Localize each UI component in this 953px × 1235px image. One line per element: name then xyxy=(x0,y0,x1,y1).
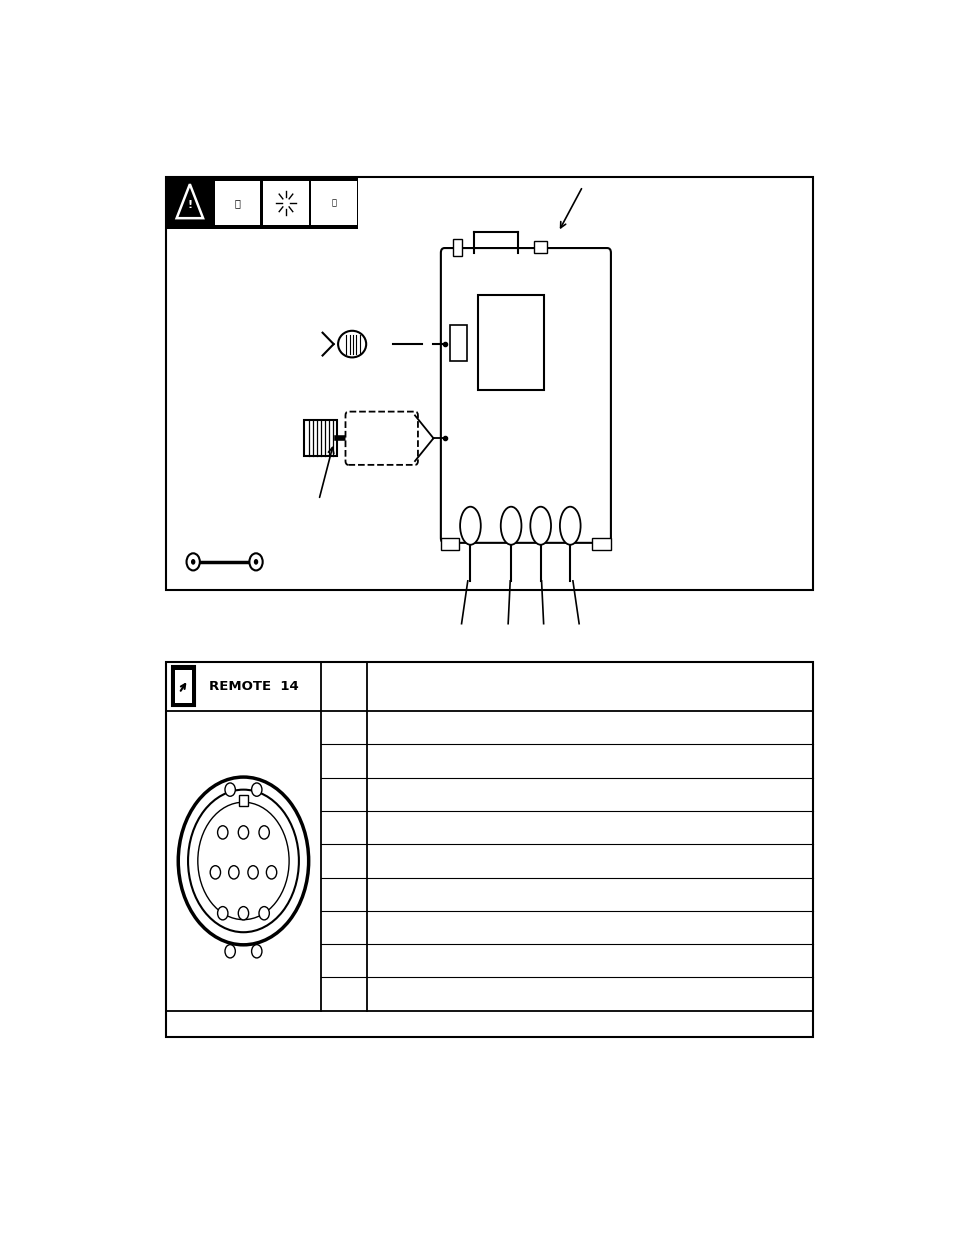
Circle shape xyxy=(188,789,298,932)
Bar xyxy=(239,794,248,806)
Bar xyxy=(304,420,337,456)
Text: 🐕: 🐕 xyxy=(332,199,336,207)
Bar xyxy=(166,177,357,228)
Bar xyxy=(311,180,356,225)
Ellipse shape xyxy=(530,506,551,545)
Circle shape xyxy=(229,866,239,879)
Bar xyxy=(174,671,193,703)
Ellipse shape xyxy=(459,506,480,545)
Bar xyxy=(592,538,610,550)
Bar xyxy=(477,295,544,390)
Circle shape xyxy=(252,783,262,797)
Text: !: ! xyxy=(187,200,193,210)
Circle shape xyxy=(266,866,276,879)
Bar xyxy=(453,238,461,256)
Circle shape xyxy=(258,826,269,839)
Bar xyxy=(450,325,466,361)
Circle shape xyxy=(191,559,195,564)
Circle shape xyxy=(225,945,235,958)
Ellipse shape xyxy=(500,506,521,545)
Circle shape xyxy=(258,906,269,920)
Text: 🏃: 🏃 xyxy=(234,198,240,207)
Circle shape xyxy=(253,559,258,564)
FancyBboxPatch shape xyxy=(440,248,610,543)
Circle shape xyxy=(238,906,249,920)
Bar xyxy=(534,241,547,253)
Circle shape xyxy=(217,906,228,920)
Circle shape xyxy=(210,866,220,879)
Bar xyxy=(172,667,195,706)
Circle shape xyxy=(178,777,309,945)
Circle shape xyxy=(252,945,262,958)
Bar xyxy=(166,177,812,590)
Bar xyxy=(166,662,812,1037)
Bar xyxy=(263,180,308,225)
Ellipse shape xyxy=(337,331,366,357)
Bar xyxy=(440,538,459,550)
Circle shape xyxy=(197,803,289,920)
Text: REMOTE  14: REMOTE 14 xyxy=(209,680,298,693)
Circle shape xyxy=(248,866,258,879)
Circle shape xyxy=(225,783,235,797)
Circle shape xyxy=(238,826,249,839)
Bar xyxy=(215,180,260,225)
Circle shape xyxy=(187,553,199,571)
Circle shape xyxy=(217,826,228,839)
Circle shape xyxy=(249,553,262,571)
Ellipse shape xyxy=(559,506,580,545)
FancyBboxPatch shape xyxy=(345,411,417,464)
